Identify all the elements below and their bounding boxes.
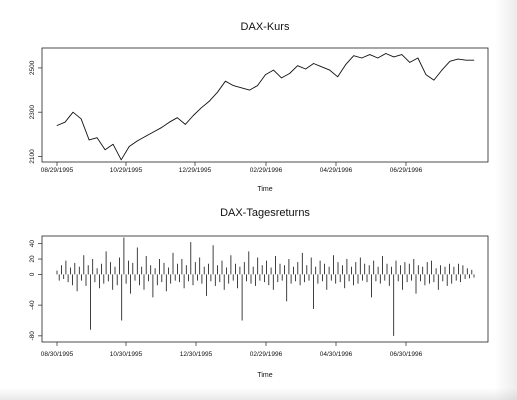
x-axis-label: Time <box>257 372 272 379</box>
x-tick-label: 12/30/1995 <box>180 351 213 358</box>
plot-frame <box>41 235 489 343</box>
data-point <box>80 118 82 120</box>
data-point <box>385 53 387 54</box>
y-ticks: -80 -40 0 20 40 <box>29 240 42 341</box>
data-point <box>152 131 154 133</box>
data-point <box>217 91 218 93</box>
x-tick-label: 02/29/1996 <box>250 167 283 174</box>
x-tick-label: 04/29/1996 <box>320 167 353 174</box>
data-point <box>200 107 202 109</box>
x-tick-label: 08/30/1995 <box>41 351 74 358</box>
data-point <box>160 127 162 129</box>
data-point <box>321 66 322 68</box>
chart-dax-kurs: DAX-Kurs Time 08/29/1995 10/29/1995 12/29/… <box>29 21 489 193</box>
data-point <box>64 121 66 123</box>
data-point <box>96 137 98 139</box>
chart-title: DAX-Tagesreturns <box>220 207 310 219</box>
scan-edge-right <box>495 0 517 400</box>
series-line-dax-kurs <box>56 53 474 161</box>
data-point <box>449 60 451 62</box>
data-point <box>104 149 106 151</box>
data-point <box>313 63 314 64</box>
data-point <box>56 125 58 126</box>
data-point <box>128 146 130 147</box>
data-point <box>393 56 395 58</box>
data-point <box>297 65 298 67</box>
x-tick-label: 06/29/1996 <box>390 167 423 174</box>
data-point <box>112 143 114 145</box>
y-tick-label: 20 <box>29 255 36 263</box>
y-tick-label: 2100 <box>29 149 36 164</box>
data-point <box>184 124 186 125</box>
x-tick-label: 06/30/1996 <box>390 351 423 358</box>
x-tick-label: 10/29/1995 <box>110 167 143 174</box>
plot-frame <box>41 47 489 163</box>
x-tick-label: 12/29/1995 <box>179 167 212 174</box>
data-point <box>401 54 403 55</box>
data-point <box>345 64 347 65</box>
x-tick-label: 02/29/1996 <box>250 351 283 358</box>
data-point <box>249 89 250 91</box>
data-point <box>144 136 146 137</box>
x-tick-label: 04/30/1996 <box>320 351 353 358</box>
data-point <box>289 73 290 74</box>
x-ticks: 08/30/1995 10/30/1995 12/30/1995 02/29/1996… <box>41 342 423 358</box>
y-tick-label: 2500 <box>29 60 36 75</box>
data-point <box>192 115 194 116</box>
data-point <box>265 74 266 75</box>
x-ticks: 08/29/1995 10/29/1995 12/29/1995 02/29/1996… <box>41 162 423 174</box>
data-point <box>361 57 363 59</box>
data-point <box>329 69 331 71</box>
chart-dax-tagesreturns: DAX-Tagesreturns Time 08/30/1995 10/30/19… <box>29 207 489 379</box>
x-tick-label: 10/30/1995 <box>110 351 143 358</box>
y-tick-label: -40 <box>29 300 36 310</box>
data-point <box>257 85 258 86</box>
data-point <box>120 159 122 161</box>
y-ticks: 2100 2300 2500 <box>29 60 42 164</box>
data-point <box>273 69 274 71</box>
data-point <box>176 117 178 119</box>
data-point <box>457 58 459 60</box>
data-point <box>136 140 138 142</box>
y-tick-label: -80 <box>29 331 36 341</box>
data-point <box>305 68 306 70</box>
data-point <box>353 55 355 57</box>
data-point <box>377 57 379 59</box>
data-point <box>473 59 475 61</box>
data-point <box>233 85 234 86</box>
series-marks <box>56 53 475 161</box>
data-point <box>425 74 427 75</box>
scan-edge-bottom <box>0 388 517 400</box>
data-point <box>241 87 242 89</box>
series-marks <box>56 237 475 336</box>
data-point <box>409 62 411 63</box>
chart-title: DAX-Kurs <box>241 21 290 33</box>
data-point <box>209 100 210 102</box>
data-point <box>168 121 170 123</box>
x-axis-label: Time <box>257 186 272 193</box>
data-point <box>465 59 467 61</box>
data-point <box>369 54 371 55</box>
y-tick-label: 0 <box>29 272 36 276</box>
data-point <box>281 77 282 79</box>
data-point <box>417 57 419 59</box>
data-point <box>225 80 226 82</box>
data-point <box>337 76 339 78</box>
data-point <box>72 111 74 113</box>
y-tick-label: 40 <box>29 240 36 248</box>
x-tick-label: 08/29/1995 <box>41 167 74 174</box>
data-point <box>441 69 443 71</box>
data-point <box>88 139 90 141</box>
y-tick-label: 2300 <box>29 105 36 120</box>
data-point <box>433 79 435 81</box>
